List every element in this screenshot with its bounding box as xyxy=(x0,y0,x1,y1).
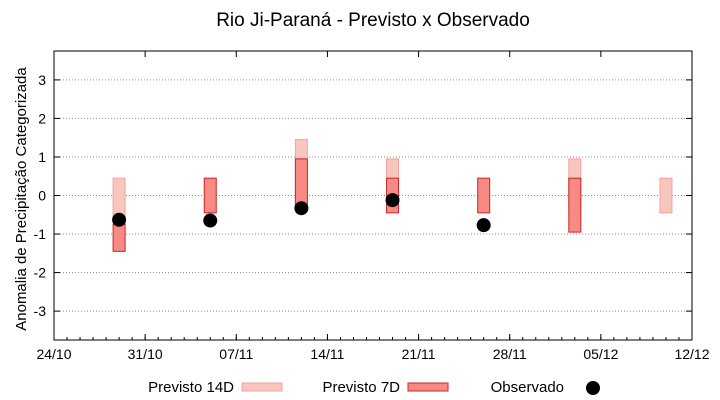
x-tick-label: 21/11 xyxy=(402,346,436,362)
legend-observado-swatch xyxy=(586,381,600,395)
legend-observado-label: Observado xyxy=(491,379,564,396)
bar-previsto-7d xyxy=(477,177,491,214)
bar-previsto-7d xyxy=(568,177,582,233)
series-observado xyxy=(112,193,491,233)
legend: Previsto 14D Previsto 7D Observado xyxy=(148,379,600,396)
y-tick-label: -2 xyxy=(34,265,47,281)
bar-previsto-7d xyxy=(203,177,217,214)
gridlines xyxy=(54,79,692,312)
x-axis: 24/10 31/10 07/11 14/11 21/11 28/11 05/12 12/12 xyxy=(36,51,710,362)
legend-previsto-7d-label: Previsto 7D xyxy=(322,379,400,396)
y-tick-label: -1 xyxy=(34,226,47,242)
y-tick-label: 0 xyxy=(38,188,46,204)
legend-previsto-14d-label: Previsto 14D xyxy=(148,379,234,396)
y-tick-label: -3 xyxy=(34,303,47,319)
chart-title: Rio Ji-Paraná - Previsto x Observado xyxy=(216,10,530,31)
y-axis: -3 -2 -1 0 1 2 3 xyxy=(34,72,692,319)
point-observado xyxy=(385,193,400,208)
x-tick-label: 24/10 xyxy=(36,346,71,362)
bar-previsto-7d xyxy=(112,223,126,252)
y-axis-title-group: Anomalia de Precipitação Categorizada xyxy=(13,67,30,331)
bar-previsto-7d xyxy=(294,158,308,206)
y-tick-label: 1 xyxy=(38,149,46,165)
point-observado xyxy=(203,213,218,228)
x-tick-label: 28/11 xyxy=(493,346,527,362)
x-tick-label: 31/10 xyxy=(128,346,163,362)
x-tick-label: 14/11 xyxy=(310,346,344,362)
point-observado xyxy=(112,212,127,227)
bar-previsto-14d xyxy=(659,177,673,214)
series-previsto-7d xyxy=(112,158,582,252)
x-tick-label: 12/12 xyxy=(674,346,709,362)
legend-previsto-14d-swatch xyxy=(241,382,283,392)
y-tick-label: 2 xyxy=(38,110,46,126)
point-observado xyxy=(476,218,491,233)
x-tick-label: 05/12 xyxy=(583,346,618,362)
legend-previsto-7d-swatch xyxy=(407,382,449,392)
point-observado xyxy=(294,201,309,216)
y-tick-label: 3 xyxy=(38,72,46,88)
x-tick-label: 07/11 xyxy=(219,346,253,362)
y-axis-title: Anomalia de Precipitação Categorizada xyxy=(13,67,30,331)
